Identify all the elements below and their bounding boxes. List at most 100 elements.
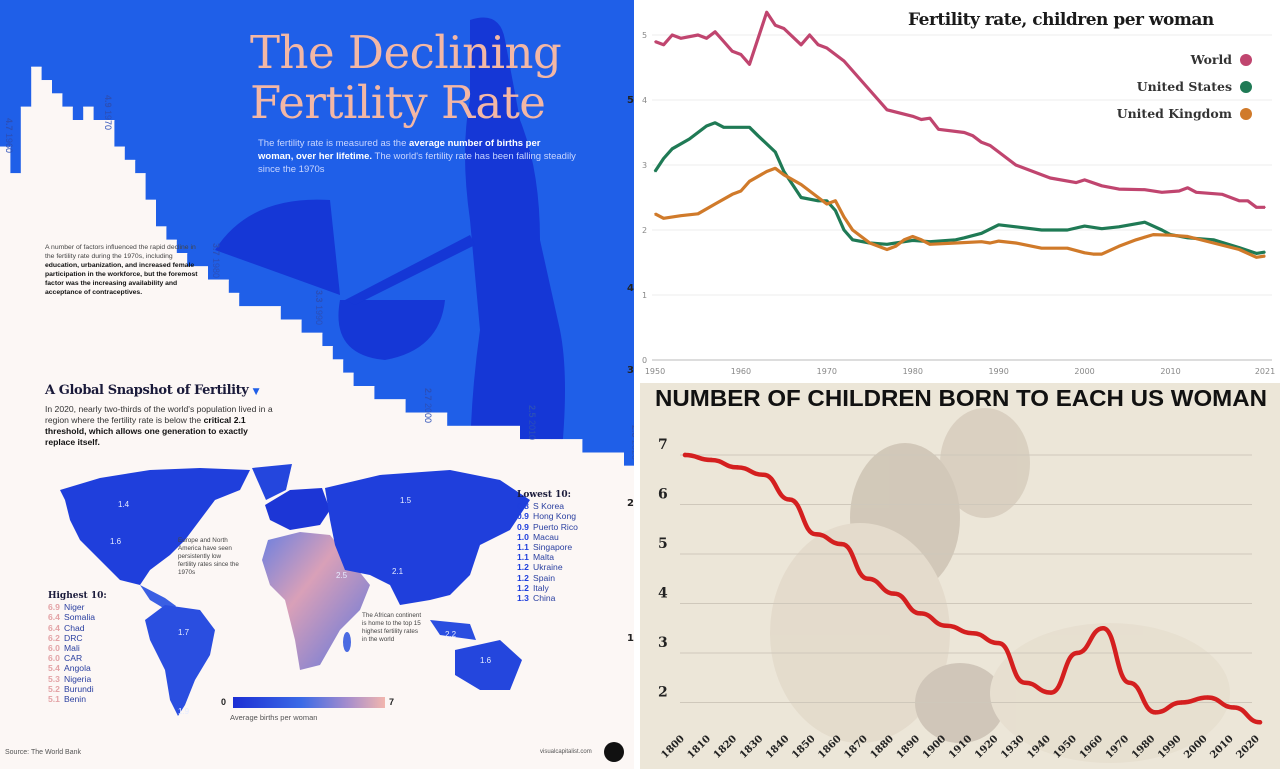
data-point bbox=[954, 242, 957, 244]
data-point bbox=[722, 126, 725, 129]
step-area bbox=[0, 66, 634, 769]
visual-capitalist-logo-icon bbox=[604, 742, 624, 762]
data-point bbox=[877, 99, 880, 101]
step-bar-2006 bbox=[478, 425, 489, 427]
step-bar-1998 bbox=[395, 399, 406, 401]
y-tick-label: 3 bbox=[642, 161, 647, 170]
data-point bbox=[1238, 248, 1241, 251]
data-point bbox=[886, 243, 888, 246]
lowest-item: 1.2 Spain bbox=[517, 573, 578, 583]
data-point bbox=[891, 591, 897, 596]
legend-dot-icon bbox=[1240, 107, 1252, 120]
step-bar-2015 bbox=[572, 439, 583, 441]
step-bar-2010 bbox=[520, 439, 531, 441]
data-point bbox=[1040, 229, 1043, 231]
step-chart bbox=[0, 0, 634, 769]
x-tick-label: 1860 bbox=[816, 733, 843, 760]
step-year: 2010 bbox=[527, 420, 537, 441]
data-point bbox=[911, 115, 914, 118]
data-point bbox=[1127, 680, 1132, 685]
highest-item: 6.0 Mali bbox=[48, 643, 107, 653]
data-point bbox=[1179, 700, 1184, 705]
data-point bbox=[929, 117, 931, 119]
highest-item: 6.4 Chad bbox=[48, 623, 107, 633]
data-point bbox=[1264, 206, 1266, 209]
legend-item: United Kingdom bbox=[1117, 106, 1252, 121]
map-asia bbox=[325, 470, 530, 605]
map-value-label: 1.5 bbox=[400, 496, 412, 505]
data-point bbox=[826, 47, 828, 49]
y-tick-label: 4 bbox=[642, 96, 647, 105]
data-point bbox=[697, 212, 699, 215]
data-point bbox=[735, 465, 740, 470]
highest-item: 6.2 DRC bbox=[48, 633, 107, 643]
data-point bbox=[1049, 177, 1052, 179]
data-point bbox=[937, 128, 940, 131]
data-point bbox=[1264, 255, 1266, 257]
x-tick-label: 1930 bbox=[999, 733, 1026, 760]
step-bar-1978 bbox=[187, 266, 198, 268]
data-point bbox=[860, 79, 862, 82]
step-value: 3.7 bbox=[211, 243, 221, 259]
map-note-europe: Europe and North America have seen persi… bbox=[178, 537, 239, 576]
data-point bbox=[787, 497, 792, 502]
y-tick-label: 2 bbox=[658, 685, 668, 701]
data-point bbox=[826, 199, 828, 202]
data-point bbox=[679, 37, 682, 40]
legend-label: United Kingdom bbox=[1116, 106, 1232, 121]
series-line-world bbox=[654, 10, 1265, 209]
data-point bbox=[1221, 193, 1223, 196]
step-year: 1990 bbox=[314, 305, 324, 326]
data-point bbox=[1083, 251, 1086, 254]
data-point bbox=[954, 238, 957, 241]
step-bar-2001 bbox=[426, 412, 437, 414]
country-name: Singapore bbox=[533, 542, 573, 553]
data-point bbox=[1238, 199, 1241, 202]
step-bar-2005 bbox=[468, 425, 479, 427]
data-point bbox=[1066, 229, 1069, 231]
step-bar-1980 bbox=[208, 279, 219, 281]
fertility-value: 1.0 bbox=[517, 531, 529, 542]
step-bar-1984 bbox=[249, 306, 260, 308]
data-point bbox=[980, 232, 983, 235]
step-bar-1963 bbox=[31, 66, 42, 68]
data-point bbox=[929, 240, 931, 243]
us-children-chart: NUMBER OF CHILDREN BORN TO EACH US WOMAN… bbox=[655, 385, 1267, 763]
step-year: 1980 bbox=[211, 258, 221, 279]
y-tick-label: 5 bbox=[658, 536, 668, 552]
fertility-value: 6.4 bbox=[48, 612, 60, 623]
data-point bbox=[800, 43, 802, 46]
chart-title: NUMBER OF CHILDREN BORN TO EACH US WOMAN bbox=[655, 385, 1267, 411]
data-point bbox=[1040, 247, 1043, 249]
x-tick-label: 1990 bbox=[988, 367, 1008, 376]
legend-dot-icon bbox=[1240, 53, 1252, 66]
step-bar-2008 bbox=[499, 425, 510, 427]
map-value-label: 2.5 bbox=[336, 571, 348, 580]
step-bar-2004 bbox=[457, 425, 468, 427]
country-name: Ukraine bbox=[533, 562, 563, 573]
snapshot-plain: In 2020, nearly two-thirds of the world'… bbox=[45, 404, 273, 425]
country-name: Puerto Rico bbox=[533, 521, 578, 532]
map-value-label: 2.1 bbox=[392, 567, 404, 576]
data-point bbox=[774, 167, 777, 170]
step-label: 4.9 1970 bbox=[103, 95, 113, 130]
data-point bbox=[1083, 179, 1086, 181]
step-bar-2013 bbox=[551, 439, 562, 441]
lowest-10-list: Lowest 10: 0.8 S Korea 0.9 Hong Kong 0.9 Puer… bbox=[517, 490, 578, 603]
data-point bbox=[654, 170, 656, 173]
step-bar-1964 bbox=[41, 80, 52, 82]
data-point bbox=[808, 34, 811, 36]
data-point bbox=[1083, 225, 1086, 227]
lowest-item: 1.2 Ukraine bbox=[517, 562, 578, 572]
data-point bbox=[714, 30, 716, 33]
title-line-2: Fertility Rate bbox=[250, 76, 546, 129]
data-point bbox=[662, 43, 665, 46]
step-bar-1988 bbox=[291, 319, 302, 321]
country-name: DRC bbox=[64, 632, 83, 643]
data-point bbox=[980, 240, 983, 243]
step-bar-1965 bbox=[52, 93, 63, 95]
highest-item: 6.4 Somalia bbox=[48, 612, 107, 622]
data-point bbox=[886, 108, 888, 111]
data-point bbox=[654, 40, 656, 43]
series-line-united-kingdom bbox=[654, 166, 1266, 259]
